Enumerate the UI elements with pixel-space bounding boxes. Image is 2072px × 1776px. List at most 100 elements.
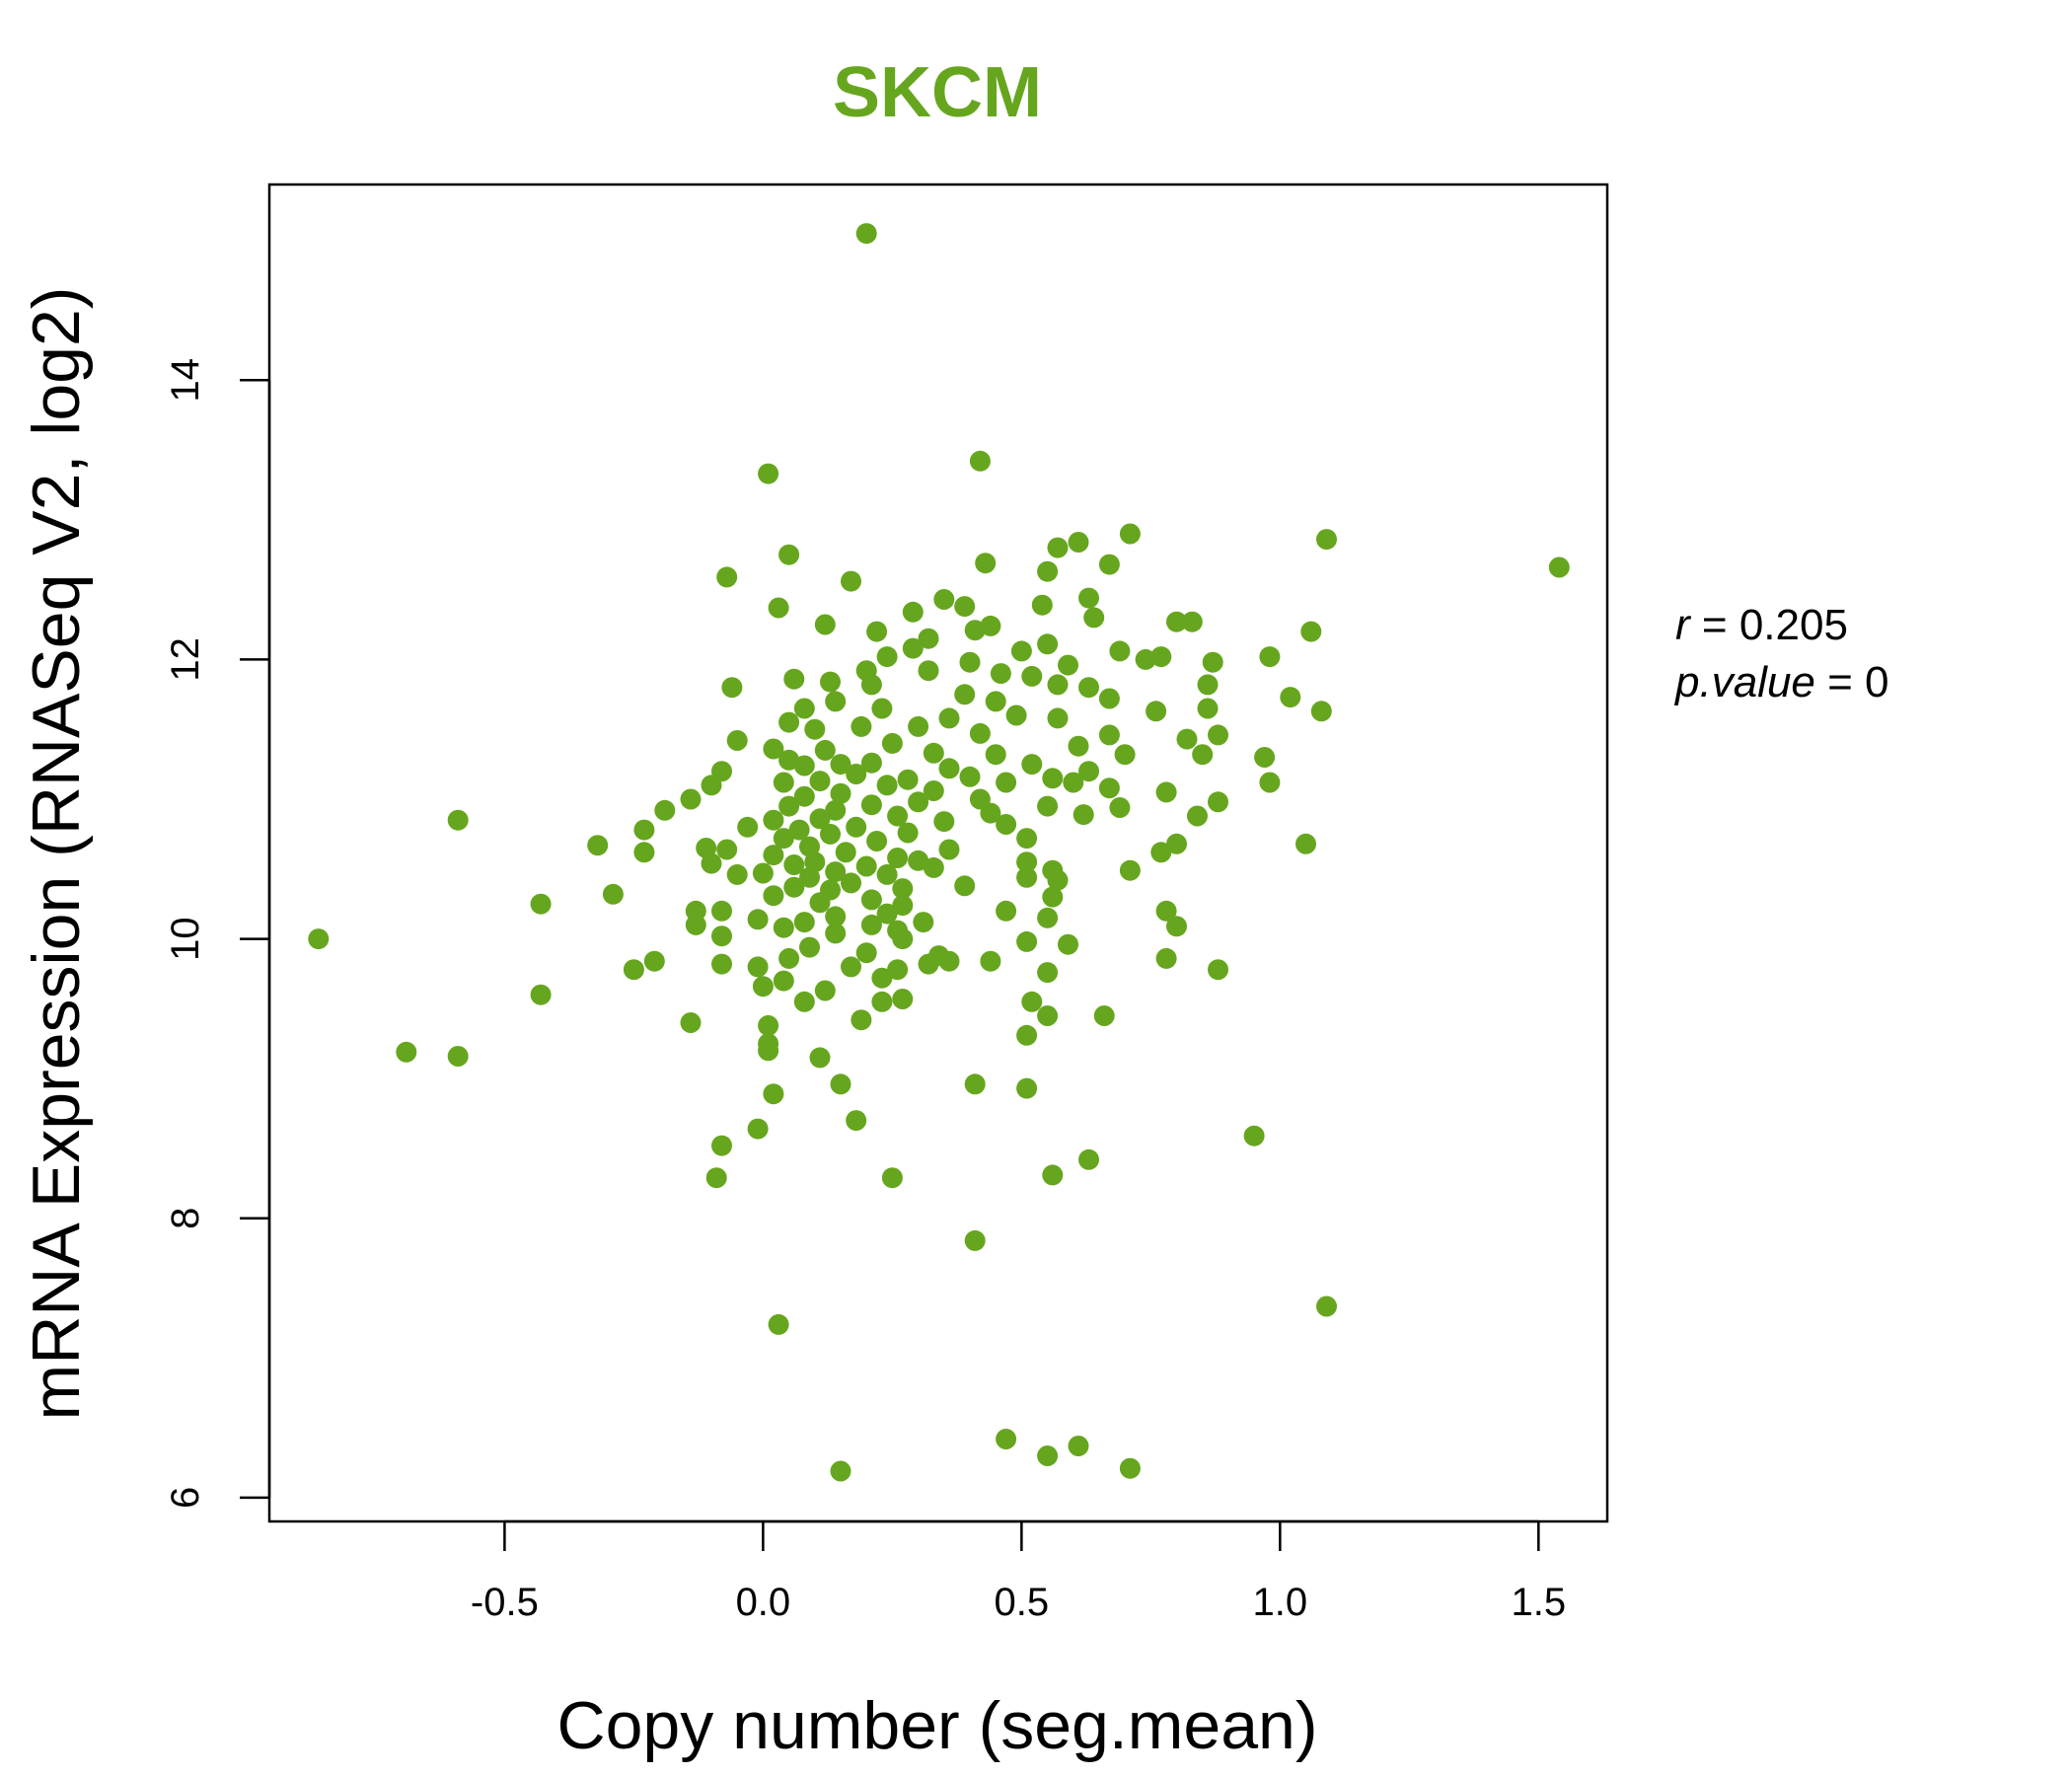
data-point-139 — [938, 839, 960, 860]
data-point-87 — [938, 758, 960, 779]
data-point-102 — [923, 780, 944, 801]
data-point-62 — [1005, 704, 1027, 726]
data-point-109 — [1208, 791, 1228, 813]
data-point-114 — [654, 799, 676, 821]
data-point-235 — [846, 1110, 867, 1132]
data-point-203 — [711, 953, 732, 975]
data-point-0 — [855, 223, 877, 245]
data-point-4 — [1548, 556, 1570, 578]
data-point-80 — [1192, 744, 1214, 766]
data-point-141 — [835, 842, 856, 863]
data-point-185 — [685, 914, 706, 935]
data-point-160 — [1016, 866, 1038, 888]
data-point-170 — [860, 889, 882, 911]
data-point-92 — [1042, 768, 1064, 789]
data-point-242 — [881, 1167, 903, 1189]
data-point-41 — [783, 668, 805, 690]
data-point-116 — [980, 802, 1001, 824]
data-point-23 — [814, 614, 836, 635]
data-point-51 — [1280, 687, 1301, 708]
data-point-46 — [860, 674, 882, 696]
data-point-5 — [1119, 523, 1141, 545]
data-point-15 — [1078, 587, 1099, 609]
data-point-143 — [633, 842, 655, 863]
x-tick-label-2: 0.5 — [995, 1581, 1050, 1624]
data-point-97 — [701, 775, 722, 796]
data-point-223 — [680, 1012, 702, 1033]
data-point-12 — [841, 570, 861, 592]
data-point-192 — [308, 928, 330, 950]
data-point-157 — [726, 863, 748, 885]
data-point-225 — [1016, 1024, 1038, 1046]
data-point-49 — [1078, 677, 1099, 699]
data-point-63 — [1047, 707, 1069, 729]
data-point-202 — [643, 950, 665, 972]
data-point-81 — [1254, 747, 1276, 768]
data-point-69 — [1098, 724, 1120, 746]
data-point-99 — [1259, 772, 1281, 793]
data-points — [308, 223, 1570, 1482]
data-point-106 — [680, 788, 702, 810]
data-point-234 — [763, 1083, 784, 1105]
r-equals: = — [1702, 601, 1739, 649]
data-point-164 — [783, 876, 805, 898]
data-point-93 — [897, 769, 919, 790]
data-point-189 — [825, 923, 847, 944]
data-point-162 — [841, 872, 861, 894]
data-point-151 — [855, 855, 877, 877]
data-point-247 — [1068, 1436, 1089, 1456]
data-point-210 — [1037, 962, 1059, 984]
data-point-3 — [1316, 529, 1337, 551]
y-tick-label-2: 10 — [164, 917, 207, 961]
data-point-72 — [726, 730, 748, 751]
y-axis: 6 8 10 12 14 — [164, 358, 271, 1509]
data-point-120 — [809, 808, 831, 830]
data-point-59 — [1310, 701, 1332, 722]
data-point-196 — [855, 942, 877, 964]
data-point-67 — [804, 718, 826, 740]
data-point-133 — [866, 831, 888, 851]
data-point-45 — [820, 671, 841, 693]
data-point-146 — [908, 850, 929, 871]
r-value: 0.205 — [1739, 601, 1848, 649]
data-point-76 — [814, 739, 836, 761]
data-point-174 — [1155, 900, 1177, 922]
data-point-28 — [1300, 621, 1322, 642]
data-point-181 — [747, 909, 769, 930]
data-point-100 — [876, 775, 898, 796]
data-point-88 — [1078, 761, 1099, 782]
data-point-58 — [1146, 701, 1167, 722]
data-point-103 — [1155, 781, 1177, 803]
data-point-176 — [711, 900, 732, 922]
data-point-153 — [1119, 859, 1141, 881]
data-point-126 — [737, 816, 759, 838]
x-axis-label: Copy number (seg.mean) — [556, 1688, 1317, 1763]
data-point-205 — [841, 956, 861, 978]
data-point-125 — [846, 816, 867, 838]
data-point-215 — [530, 984, 552, 1005]
data-point-238 — [711, 1135, 732, 1156]
data-point-8 — [778, 544, 800, 565]
data-point-228 — [396, 1041, 417, 1063]
data-point-66 — [908, 715, 929, 737]
data-point-86 — [793, 755, 815, 777]
data-point-21 — [1166, 611, 1187, 632]
data-point-183 — [913, 912, 934, 933]
data-point-36 — [876, 646, 898, 668]
data-point-221 — [1093, 1005, 1115, 1026]
plot-frame — [267, 183, 1609, 1523]
data-point-171 — [809, 892, 831, 914]
data-point-200 — [938, 950, 960, 972]
data-point-31 — [1109, 640, 1131, 662]
data-point-53 — [954, 684, 976, 705]
data-point-48 — [721, 677, 743, 699]
chart-title: SKCM — [833, 53, 1042, 132]
data-point-121 — [763, 809, 784, 831]
data-point-54 — [985, 691, 1006, 712]
data-point-115 — [825, 799, 847, 821]
data-point-52 — [1098, 688, 1120, 709]
data-point-117 — [1073, 804, 1094, 826]
data-point-222 — [851, 1009, 872, 1031]
data-point-70 — [1208, 724, 1228, 746]
